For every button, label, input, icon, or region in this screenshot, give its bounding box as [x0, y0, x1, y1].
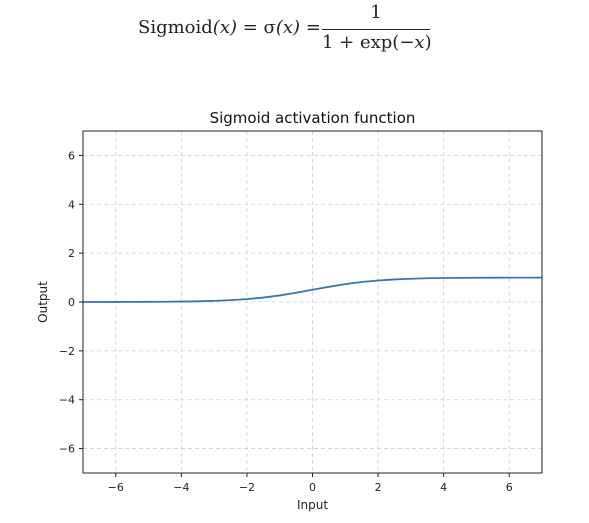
- axis-ticks: −6 −4 −2 0 2 4 6 −6 −4 −2 0 2 4 6: [59, 149, 513, 494]
- x-tick-label: 2: [375, 481, 382, 494]
- y-tick-label: −2: [59, 345, 75, 358]
- y-axis-label: Output: [36, 281, 50, 323]
- formula-fraction-bar: [322, 29, 430, 30]
- x-tick-label: −6: [108, 481, 124, 494]
- x-tick-label: 6: [506, 481, 513, 494]
- formula-lhs-name: Sigmoid: [138, 17, 213, 38]
- series-line: [82, 276, 543, 303]
- formula-sigma: = σ: [237, 17, 276, 38]
- formula-sigma-var: (x): [275, 17, 301, 38]
- formula-den-text: 1 + exp(−: [322, 32, 415, 53]
- y-tick-label: 2: [68, 247, 75, 260]
- chart-title: Sigmoid activation function: [210, 109, 416, 127]
- x-tick-label: 0: [309, 481, 316, 494]
- y-tick-label: 6: [68, 149, 75, 162]
- y-tick-label: −6: [59, 443, 75, 456]
- sigmoid-formula: Sigmoid(x) = σ(x) = 1 1 + exp(−x): [0, 0, 589, 62]
- formula-lhs: Sigmoid(x) = σ(x) =: [138, 17, 321, 38]
- x-axis-label: Input: [297, 498, 328, 512]
- x-tick-label: −4: [173, 481, 189, 494]
- formula-den-var: x: [414, 32, 425, 53]
- x-tick-label: −2: [239, 481, 255, 494]
- formula-den-close: ): [424, 32, 432, 53]
- formula-lhs-var: (x): [212, 17, 237, 38]
- formula-fraction: 1 1 + exp(−x): [322, 2, 432, 58]
- formula-denominator: 1 + exp(−x): [322, 32, 432, 53]
- formula-numerator: 1: [370, 2, 382, 23]
- formula-equals: =: [300, 17, 321, 38]
- x-tick-label: 4: [440, 481, 447, 494]
- y-tick-label: −4: [59, 394, 75, 407]
- y-tick-label: 0: [68, 296, 75, 309]
- y-tick-label: 4: [68, 198, 75, 211]
